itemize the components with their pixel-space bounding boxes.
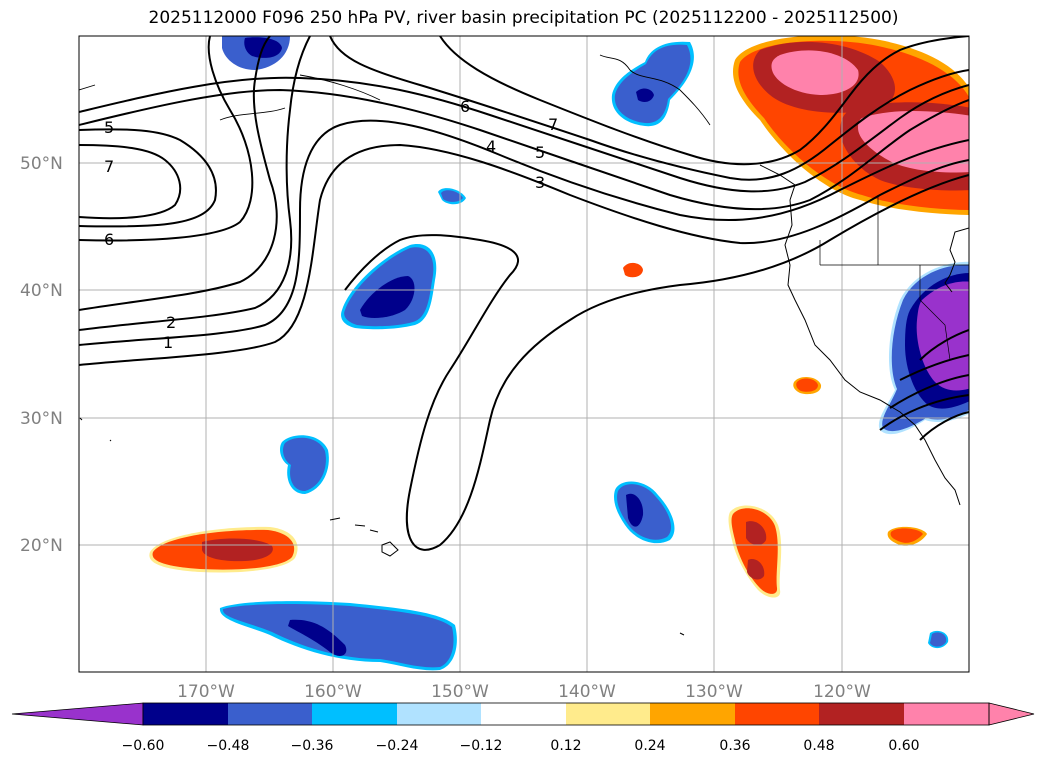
lon-tick-160w: 160°W (304, 682, 362, 702)
coastlines (79, 54, 969, 636)
contour-label: 3 (535, 173, 545, 192)
colorbar-tick-label: −0.60 (122, 738, 165, 754)
colorbar-tick-label: 0.60 (888, 738, 919, 754)
colorbar-bin (650, 703, 735, 725)
colorbar-bin (481, 703, 566, 725)
lon-tick-130w: 130°W (685, 682, 743, 702)
colorbar-bin (904, 703, 989, 725)
graticule (79, 36, 969, 672)
colorbar-tick-label: −0.12 (460, 738, 503, 754)
lat-tick-50n: 50°N (20, 154, 63, 174)
colorbar-tick-label: −0.24 (376, 738, 419, 754)
contour-label: 7 (104, 157, 114, 176)
colorbar-tick-label: −0.48 (207, 738, 250, 754)
plot-frame (78, 35, 970, 673)
lat-tick-40n: 40°N (20, 281, 63, 301)
colorbar-tick-label: 0.12 (550, 738, 581, 754)
contour-label: 1 (163, 333, 173, 352)
contour-labels: 5 7 6 2 1 6 7 4 5 3 (104, 97, 558, 352)
latitude-labels: 50°N 40°N 30°N 20°N (20, 154, 63, 556)
lon-tick-120w: 120°W (813, 682, 871, 702)
precip-negative-anomalies (219, 36, 969, 671)
lon-tick-150w: 150°W (431, 682, 489, 702)
colorbar-tick-label: 0.36 (719, 738, 750, 754)
lat-tick-30n: 30°N (20, 409, 63, 429)
contour-label: 2 (166, 313, 176, 332)
contour-label: 4 (486, 137, 496, 156)
colorbar-extend-low (11, 702, 144, 726)
colorbar-bin (312, 703, 397, 725)
colorbar-bin (143, 703, 228, 725)
colorbar-ticks: −0.60 −0.48 −0.36 −0.24 −0.12 0.12 0.24 … (122, 738, 920, 754)
contour-label: 5 (535, 143, 545, 162)
colorbar-tick-label: 0.24 (634, 738, 665, 754)
map-plot-area: 5 7 6 2 1 6 7 4 5 3 (79, 36, 969, 672)
colorbar-extend-high (988, 702, 1035, 726)
colorbar-bin (566, 703, 650, 725)
colorbar-bin (735, 703, 819, 725)
map-title: 2025112000 F096 250 hPa PV, river basin … (148, 8, 899, 28)
colorbar: −0.60 −0.48 −0.36 −0.24 −0.12 0.12 0.24 … (11, 702, 1035, 754)
contour-label: 6 (104, 230, 114, 249)
lon-tick-140w: 140°W (558, 682, 616, 702)
contour-label: 6 (460, 97, 470, 116)
contour-label: 5 (104, 118, 114, 137)
longitude-labels: 170°W 160°W 150°W 140°W 130°W 120°W (177, 682, 871, 702)
lat-tick-20n: 20°N (20, 536, 63, 556)
colorbar-tick-label: 0.48 (803, 738, 834, 754)
pv-contours (79, 36, 969, 551)
colorbar-bin (228, 703, 312, 725)
colorbar-tick-label: −0.36 (291, 738, 334, 754)
colorbar-bin (819, 703, 904, 725)
contour-label: 7 (548, 115, 558, 134)
lon-tick-170w: 170°W (177, 682, 235, 702)
colorbar-bin (397, 703, 481, 725)
